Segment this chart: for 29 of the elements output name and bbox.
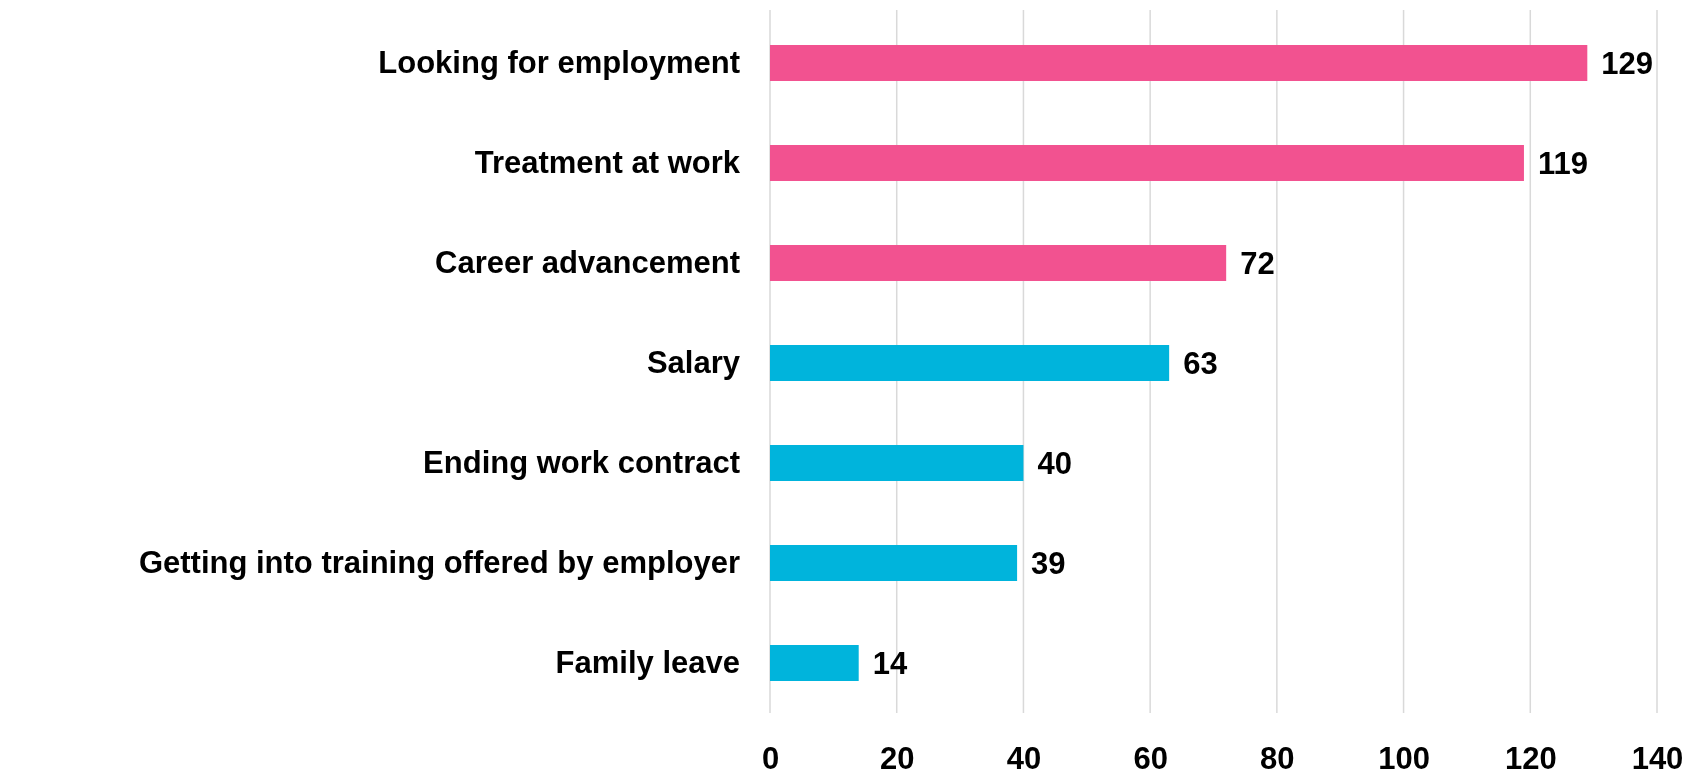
bar	[770, 45, 1588, 81]
y-tick-label: Career advancement	[435, 244, 740, 280]
y-tick-label: Family leave	[555, 644, 740, 680]
x-tick-label: 20	[879, 741, 915, 777]
data-label: 129	[1601, 45, 1654, 81]
data-label: 63	[1183, 345, 1218, 381]
y-tick-label: Treatment at work	[474, 144, 741, 180]
x-tick-label: 80	[1260, 741, 1295, 777]
y-tick-label: Looking for employment	[378, 44, 740, 80]
bar	[770, 545, 1018, 581]
y-tick-label: Salary	[646, 344, 741, 380]
bar	[770, 245, 1227, 281]
x-tick-label: 100	[1378, 741, 1430, 777]
data-label: 119	[1537, 145, 1588, 181]
y-tick-label: Ending work contract	[423, 444, 740, 480]
y-tick-label: Getting into training offered by employer	[138, 544, 740, 580]
x-tick-label: 40	[1006, 741, 1042, 777]
x-tick-label: 120	[1504, 741, 1557, 777]
bar	[770, 445, 1024, 481]
bar	[770, 645, 859, 681]
data-label: 14	[872, 645, 908, 681]
data-label: 39	[1031, 545, 1066, 581]
x-tick-label: 60	[1133, 741, 1168, 777]
bar	[770, 345, 1170, 381]
x-tick-label: 140	[1631, 741, 1684, 777]
data-label: 72	[1240, 245, 1275, 281]
x-tick-label: 0	[761, 741, 780, 777]
bar	[770, 145, 1524, 181]
data-label: 40	[1037, 445, 1072, 481]
